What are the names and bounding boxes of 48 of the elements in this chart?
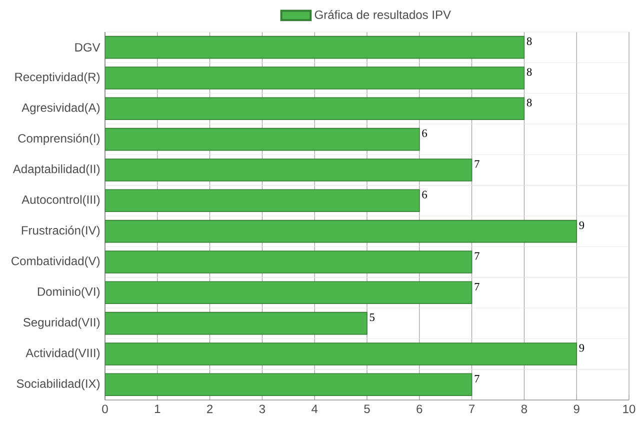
data-label: 7 [474, 252, 480, 260]
x-tick-label: 10 [623, 404, 636, 414]
x-tick-label: 5 [364, 404, 370, 414]
bar [105, 97, 525, 120]
y-tick-label: Sociabilidad(IX) [16, 379, 100, 390]
x-tick-label: 8 [521, 404, 528, 414]
data-label: 8 [526, 98, 532, 106]
y-tick-label: Frustración(IV) [22, 226, 100, 237]
data-label: 8 [526, 68, 532, 76]
x-tick-label: 0 [102, 404, 108, 414]
x-tick-label: 6 [416, 404, 422, 414]
x-tick-label: 3 [259, 404, 266, 414]
y-tick-label: Combatividad(V) [12, 256, 100, 268]
y-tick-label: Seguridad(VII) [23, 318, 100, 329]
y-tick-label: Adaptabilidad(II) [12, 164, 100, 176]
y-tick-label: Autocontrol(III) [22, 195, 100, 206]
bar [105, 342, 577, 366]
y-tick-label: Dominio(VI) [38, 287, 100, 298]
data-label: 9 [579, 221, 584, 230]
data-label: 7 [474, 374, 480, 382]
bar [105, 128, 420, 151]
x-tick-label: 1 [154, 404, 160, 413]
data-label: 6 [422, 129, 427, 138]
data-label: 7 [474, 160, 480, 168]
bar [105, 36, 525, 59]
bar [105, 373, 472, 396]
data-label: 7 [474, 282, 480, 290]
y-tick-label: Comprensión(I) [18, 134, 100, 145]
y-tick-label: Actividad(VIII) [26, 348, 100, 360]
bar [105, 189, 420, 212]
bar [105, 220, 577, 243]
data-label: 8 [526, 37, 532, 46]
bar [105, 158, 472, 182]
y-tick-label: Agresividad(A) [22, 103, 100, 114]
bar [105, 250, 472, 274]
data-label: 6 [422, 190, 427, 198]
x-tick-label: 4 [312, 404, 318, 413]
series-label: Gráfica de resultados IPV [314, 10, 451, 20]
x-tick-label: 7 [469, 404, 475, 413]
bar [105, 66, 525, 90]
data-label: 5 [370, 314, 374, 322]
data-label: 9 [579, 344, 584, 352]
x-tick-label: 2 [207, 404, 213, 414]
y-tick-label: DGV [75, 43, 100, 52]
x-tick-label: 9 [574, 404, 580, 414]
bar [105, 281, 472, 304]
bar [105, 312, 368, 335]
y-tick-label: Receptividad(R) [15, 72, 100, 84]
